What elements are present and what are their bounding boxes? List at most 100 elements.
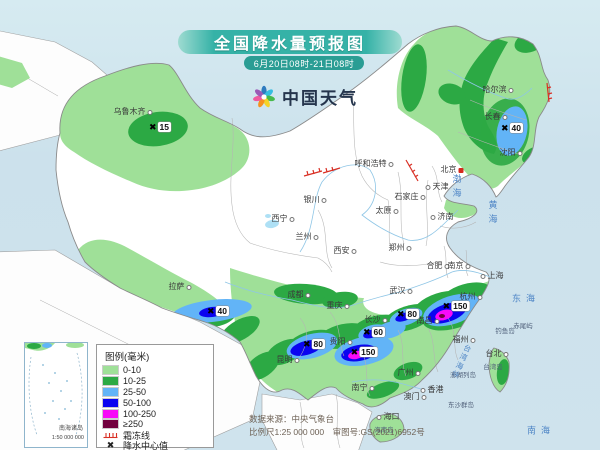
island-label-taiwan: 台湾岛 xyxy=(483,363,503,371)
city-label: 沈阳 xyxy=(500,149,523,157)
legend-item: ≥250 xyxy=(102,419,207,430)
city-marker xyxy=(508,87,514,93)
china-weather-brand: 中国天气 xyxy=(252,84,358,109)
center-x-icon: ✖ xyxy=(442,300,451,311)
legend-item: 100-250 xyxy=(102,408,207,419)
center-x-icon: ✖ xyxy=(302,338,311,349)
island-label-dongsha: 东沙群岛 xyxy=(448,401,474,409)
city-marker xyxy=(465,263,471,269)
city-label: 银川 xyxy=(304,196,327,204)
city-label: 广州 xyxy=(398,369,421,377)
legend-item: 25-50 xyxy=(102,386,207,398)
sea-label-bohai: 渤海 xyxy=(451,174,462,202)
city-marker xyxy=(502,114,508,120)
legend-swatch xyxy=(102,408,119,419)
city-marker xyxy=(517,150,523,156)
city-label-capital: 北京 xyxy=(441,166,464,174)
map-title: 全国降水量预报图 xyxy=(213,36,366,53)
precip-250-layer xyxy=(439,314,445,318)
city-label: 杭州 xyxy=(460,293,483,301)
city-label: 海口 xyxy=(376,413,400,421)
inset-title: 南海诸岛 xyxy=(58,426,83,432)
city-label: 乌鲁木齐 xyxy=(114,108,153,116)
city-label: 天津 xyxy=(425,183,449,191)
city-label: 呼和浩特 xyxy=(355,160,394,168)
city-marker xyxy=(351,248,357,254)
city-marker xyxy=(376,414,382,420)
city-label: 澳门 xyxy=(404,393,427,401)
city-marker xyxy=(344,303,350,309)
city-label: 福州 xyxy=(453,336,476,344)
source-line2: 比例尺1:25 000 000 审图号:GS(2021)6952号 xyxy=(249,427,425,437)
city-label: 南京 xyxy=(448,262,471,270)
rivers xyxy=(224,69,533,391)
city-label: 香港 xyxy=(420,386,444,394)
forecast-period-badge: 6月20日08时-21日08时 xyxy=(244,56,364,70)
city-marker xyxy=(186,284,192,290)
city-marker xyxy=(420,194,426,200)
china-weather-logo-icon xyxy=(253,85,275,107)
precip-center-value: ✖ 40 xyxy=(206,305,230,316)
inset-map xyxy=(25,342,84,439)
city-marker xyxy=(382,317,388,323)
map-title-banner: 全国降水量预报图 xyxy=(178,30,402,54)
city-marker xyxy=(289,216,295,222)
legend-swatch xyxy=(102,365,119,376)
legend-item: 10-25 xyxy=(102,376,207,387)
city-marker xyxy=(321,197,327,203)
city-label: 石家庄 xyxy=(395,193,426,201)
city-marker xyxy=(470,337,476,343)
city-label: 济南 xyxy=(430,213,454,221)
legend-swatch xyxy=(102,376,119,387)
center-x-icon: ✖ xyxy=(396,308,405,319)
city-label: 西安 xyxy=(334,247,357,255)
precip-center-value: ✖ 40 xyxy=(500,122,524,133)
legend-item: 50-100 xyxy=(102,397,207,408)
legend-swatch xyxy=(102,419,119,430)
precip-center-value: ✖ 150 xyxy=(442,300,470,311)
forecast-period: 6月20日08时-21日08时 xyxy=(253,58,355,69)
center-x-icon: ✖ xyxy=(500,122,509,133)
frost-lines xyxy=(303,82,553,182)
brand-name: 中国天气 xyxy=(282,89,358,108)
inset-scale: 1:50 000 000 xyxy=(51,434,84,441)
city-label: 重庆 xyxy=(327,302,350,310)
city-marker xyxy=(406,245,412,251)
city-marker xyxy=(503,351,509,357)
city-marker xyxy=(444,263,450,269)
city-marker xyxy=(388,161,394,167)
city-marker xyxy=(393,208,399,214)
province-borders xyxy=(230,91,527,397)
legend-swatch xyxy=(102,386,119,397)
island-label-chiwei: 赤尾屿 xyxy=(513,322,533,330)
city-marker xyxy=(480,273,486,279)
lakes xyxy=(265,214,279,229)
city-marker xyxy=(369,385,375,391)
data-source: 数据来源：中央气象台 比例尺1:25 000 000 审图号:GS(2021)6… xyxy=(249,413,425,439)
island-label-hainan: 海南岛 xyxy=(374,426,394,434)
city-label: 上海 xyxy=(480,272,504,280)
center-x-icon: ✖ xyxy=(350,346,359,357)
island-label-diaoyu: 钓鱼岛 xyxy=(495,327,515,335)
center-x-icon: ✖ xyxy=(148,121,157,132)
city-marker xyxy=(415,370,421,376)
city-marker xyxy=(434,318,440,324)
city-label: 太原 xyxy=(376,207,399,215)
legend-title: 图例(毫米) xyxy=(105,352,150,363)
city-label: 郑州 xyxy=(389,244,412,252)
city-marker xyxy=(347,339,353,345)
city-label: 台北 xyxy=(486,350,509,358)
sea-label-south-china-sea: 南海 xyxy=(526,425,556,436)
legend-item: 0-10 xyxy=(102,365,207,376)
legend-center-value: ✖ 降水中心值 xyxy=(103,440,207,450)
city-label: 兰州 xyxy=(296,233,319,241)
city-marker xyxy=(147,109,153,115)
south-china-sea-inset: 南海诸岛 1:50 000 000 xyxy=(24,342,88,448)
city-label: 合肥 xyxy=(427,262,450,270)
china-outline xyxy=(55,25,551,443)
city-label: 贵阳 xyxy=(330,338,353,346)
legend-frost-line: 霜冻线 xyxy=(103,430,207,441)
legend-swatch xyxy=(102,397,119,408)
city-marker xyxy=(420,387,426,393)
city-marker xyxy=(407,288,413,294)
